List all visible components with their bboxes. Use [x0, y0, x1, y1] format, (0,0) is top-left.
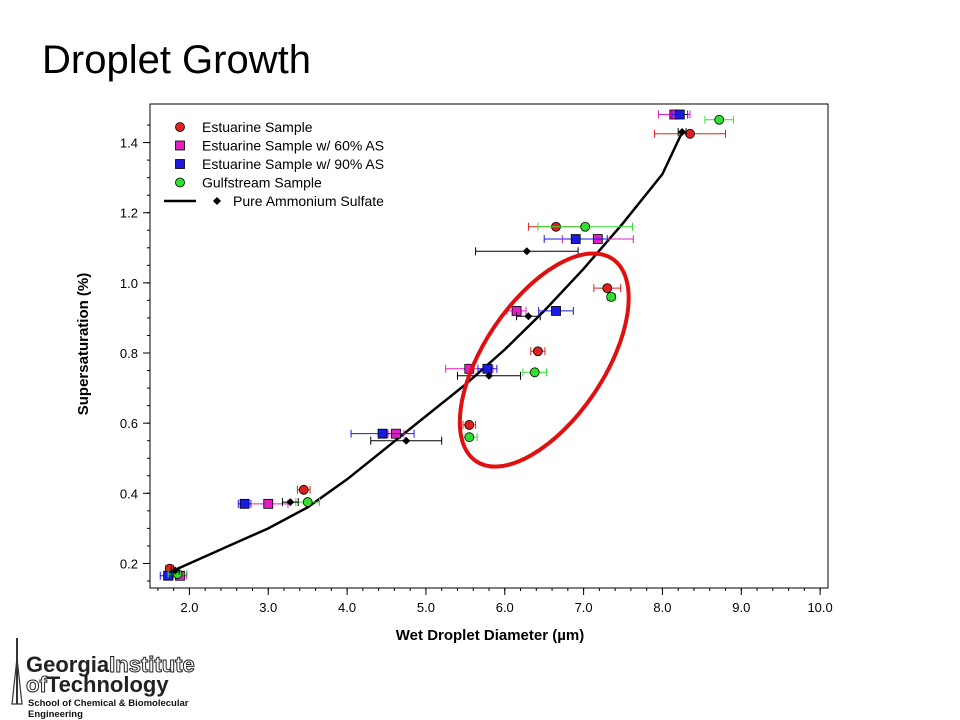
data-point	[685, 128, 695, 139]
data-point	[529, 367, 540, 378]
y-axis-label: Supersaturation (%)	[75, 273, 92, 416]
data-point	[302, 497, 313, 507]
logo-word-of: of	[26, 672, 48, 697]
legend-marker	[175, 159, 185, 169]
logo-word-technology: Technology	[46, 672, 169, 697]
fit-line	[173, 131, 684, 572]
x-tick-label: 5.0	[417, 600, 435, 615]
annotation	[457, 251, 631, 469]
series-3	[167, 114, 734, 579]
logo-tower-icon	[11, 638, 23, 705]
x-axis-label: Wet Droplet Diameter (µm)	[396, 627, 584, 644]
data-point	[286, 498, 295, 507]
logo-subtitle: School of Chemical & Biomolecular Engine…	[28, 698, 189, 720]
logo-word-institute: Institute	[109, 652, 196, 677]
series-4	[170, 128, 687, 575]
legend-label: Estuarine Sample	[202, 119, 313, 135]
y-tick-label: 0.6	[120, 416, 138, 431]
data-point	[674, 109, 685, 120]
data-point	[298, 484, 309, 495]
legend-label: Estuarine Sample w/ 60% AS	[202, 138, 384, 154]
data-point	[263, 498, 274, 509]
legend-marker	[213, 197, 221, 205]
data-point	[570, 234, 581, 244]
data-marks	[159, 109, 734, 581]
georgia-tech-logo: GeorgiaInstitute ofTechnology School of …	[8, 636, 238, 720]
legend-label: Estuarine Sample w/ 90% AS	[202, 156, 384, 172]
y-tick-label: 1.4	[120, 136, 138, 151]
y-tick-label: 1.0	[120, 276, 138, 291]
y-tick-label: 0.4	[120, 486, 138, 501]
data-point	[522, 247, 531, 256]
data-point	[377, 428, 388, 439]
legend-label: Pure Ammonium Sulfate	[233, 193, 384, 209]
data-point	[171, 566, 180, 575]
data-point	[239, 498, 250, 509]
y-tick-label: 0.8	[120, 346, 138, 361]
data-point	[402, 436, 411, 445]
x-tick-label: 4.0	[338, 600, 356, 615]
data-point	[464, 432, 475, 443]
legend-marker	[175, 140, 185, 151]
x-tick-label: 2.0	[180, 600, 198, 615]
x-tick-label: 10.0	[807, 600, 832, 615]
x-tick-label: 3.0	[259, 600, 277, 615]
highlight-ellipse	[457, 251, 631, 469]
data-point	[580, 221, 591, 232]
x-tick-label: 8.0	[653, 600, 671, 615]
legend-label: Gulfstream Sample	[202, 175, 322, 191]
data-point	[464, 420, 475, 430]
legend: Estuarine Sample Estuarine Sample w/ 60% …	[164, 119, 384, 209]
y-tick-label: 1.2	[120, 206, 138, 221]
legend-marker	[175, 122, 185, 132]
data-point	[485, 371, 493, 380]
legend-marker	[175, 177, 185, 188]
x-tick-label: 7.0	[575, 600, 593, 615]
data-point	[602, 283, 613, 294]
fit-curve	[173, 131, 684, 572]
data-point	[524, 312, 533, 321]
data-point	[482, 363, 493, 374]
y-tick-label: 0.2	[120, 556, 138, 571]
slide-title: Droplet Growth	[42, 38, 311, 82]
data-point	[551, 306, 561, 316]
x-tick-label: 6.0	[496, 600, 514, 615]
data-point	[606, 291, 617, 302]
data-point	[532, 346, 543, 357]
chart-axes: 2.0 3.0 4.0 5.0 6.0 7.0 8.0 9.0 10.0 0.2 0.4 0.6 0.8…	[120, 103, 833, 615]
data-point	[714, 114, 725, 125]
logo-word-georgia: Georgia	[26, 652, 110, 677]
x-tick-label: 9.0	[732, 600, 750, 615]
data-point	[678, 128, 687, 137]
